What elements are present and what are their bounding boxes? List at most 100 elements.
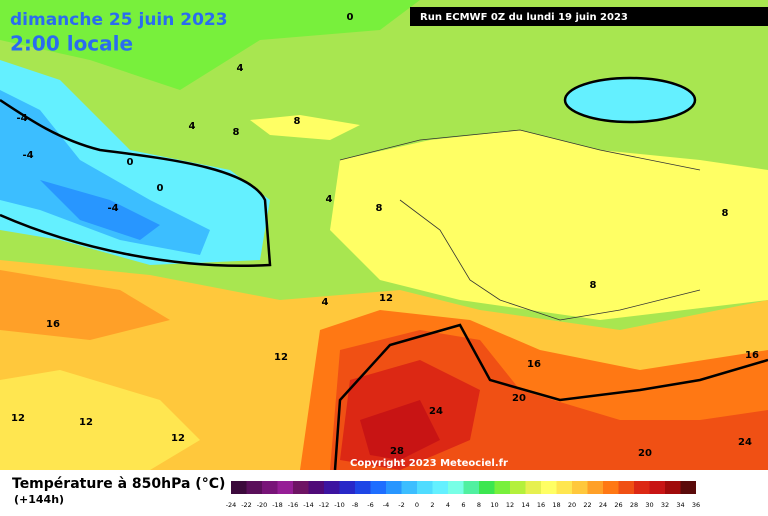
- legend-lead: (+144h): [14, 493, 64, 506]
- time-label: 2:00 locale: [10, 32, 133, 56]
- scale-label: 0: [415, 501, 419, 509]
- contour-label: -4: [16, 113, 27, 124]
- contour-label: 12: [79, 417, 93, 428]
- contour-label: 12: [274, 352, 288, 363]
- scale-label: 12: [506, 501, 514, 509]
- scale-label: -6: [367, 501, 373, 509]
- scale-label: 32: [661, 501, 669, 509]
- scale-swatch: [494, 481, 510, 494]
- scale-label: -18: [272, 501, 283, 509]
- scale-swatch: [510, 481, 526, 494]
- scale-label: -22: [241, 501, 252, 509]
- scale-label: 30: [645, 501, 653, 509]
- scale-swatch: [587, 481, 603, 494]
- contour-label: -4: [107, 203, 118, 214]
- scale-label: 20: [568, 501, 576, 509]
- scale-swatch: [231, 481, 247, 494]
- scale-label: -14: [303, 501, 314, 509]
- contour-label: 8: [722, 208, 729, 219]
- scale-label: 2: [430, 501, 434, 509]
- map-background: [0, 0, 768, 471]
- scale-swatch: [680, 481, 696, 494]
- scale-swatch: [525, 481, 541, 494]
- scale-label: -20: [257, 501, 268, 509]
- contour-label: 16: [745, 350, 759, 361]
- contour-label: 0: [347, 12, 354, 23]
- scale-label: 8: [477, 501, 481, 509]
- scale-swatch: [308, 481, 324, 494]
- contour-label: 8: [233, 127, 240, 138]
- copyright: Copyright 2023 Meteociel.fr: [350, 458, 508, 469]
- scale-label: 16: [537, 501, 545, 509]
- scale-label: -10: [334, 501, 345, 509]
- scale-label: 22: [583, 501, 591, 509]
- contour-label: 28: [390, 446, 404, 457]
- scale-label: 18: [552, 501, 560, 509]
- scale-swatch: [556, 481, 572, 494]
- scale-swatch: [634, 481, 650, 494]
- contour-label: 16: [46, 319, 60, 330]
- scale-label: 34: [676, 501, 684, 509]
- contour-label: 4: [326, 194, 333, 205]
- scale-label: 24: [599, 501, 607, 509]
- contour-label: 8: [294, 116, 301, 127]
- scale-label: -16: [288, 501, 299, 509]
- scale-swatch: [432, 481, 448, 494]
- scale-swatch: [277, 481, 293, 494]
- contour-label: 4: [189, 121, 196, 132]
- contour-label: 24: [738, 437, 752, 448]
- run-label: Run ECMWF 0Z du lundi 19 juin 2023: [420, 12, 628, 23]
- scale-label: 6: [461, 501, 465, 509]
- contour-label: -4: [22, 150, 33, 161]
- date-label: dimanche 25 juin 2023: [10, 10, 228, 30]
- scale-label: 28: [630, 501, 638, 509]
- legend-title: Température à 850hPa (°C): [12, 476, 225, 492]
- contour-label: 8: [376, 203, 383, 214]
- scale-swatch: [463, 481, 479, 494]
- contour-label: 12: [11, 413, 25, 424]
- scale-swatch: [479, 481, 495, 494]
- scale-swatch: [262, 481, 278, 494]
- scale-label: 26: [614, 501, 622, 509]
- contour-label: 12: [171, 433, 185, 444]
- scale-swatch: [293, 481, 309, 494]
- scale-swatch: [370, 481, 386, 494]
- scale-label: -2: [398, 501, 404, 509]
- scale-swatch: [649, 481, 665, 494]
- scale-label: -4: [383, 501, 389, 509]
- scale-swatch: [324, 481, 340, 494]
- scale-swatch: [572, 481, 588, 494]
- contour-label: 4: [237, 63, 244, 74]
- scale-swatch: [246, 481, 262, 494]
- scale-swatch: [417, 481, 433, 494]
- scale-label: -8: [352, 501, 358, 509]
- contour-label: 20: [512, 393, 526, 404]
- scale-swatch: [665, 481, 681, 494]
- scale-swatch: [603, 481, 619, 494]
- scale-label: 14: [521, 501, 529, 509]
- scale-swatch: [355, 481, 371, 494]
- contour-label: 20: [638, 448, 652, 459]
- scale-swatch: [448, 481, 464, 494]
- scale-swatch: [339, 481, 355, 494]
- scale-swatch: [401, 481, 417, 494]
- contour-label: 16: [527, 359, 541, 370]
- scale-swatch: [541, 481, 557, 494]
- contour-labels: 0 4 4 8 8 -4 -4 0 0 -4 4 8 4 12 16 12 12 12 12 16 24 20 28 20 16…: [11, 12, 759, 459]
- contour-label: 12: [379, 293, 393, 304]
- scale-swatch: [618, 481, 634, 494]
- contour-label: 4: [322, 297, 329, 308]
- scale-label: 36: [692, 501, 700, 509]
- scale-label: 10: [490, 501, 498, 509]
- contour-label: 0: [157, 183, 164, 194]
- contour-label: 24: [429, 406, 443, 417]
- scale-swatch: [386, 481, 402, 494]
- contour-label: 0: [127, 157, 134, 168]
- run-box: [410, 7, 768, 26]
- scale-label: -24: [226, 501, 237, 509]
- contour-label: 8: [590, 280, 597, 291]
- scale-label: -12: [319, 501, 330, 509]
- scale-label: 4: [446, 501, 450, 509]
- color-scale: -24 -22 -20 -18 -16 -14 -12 -10 -8 -6 -4 -2 0 2 4 6 8 10 1…: [226, 481, 700, 509]
